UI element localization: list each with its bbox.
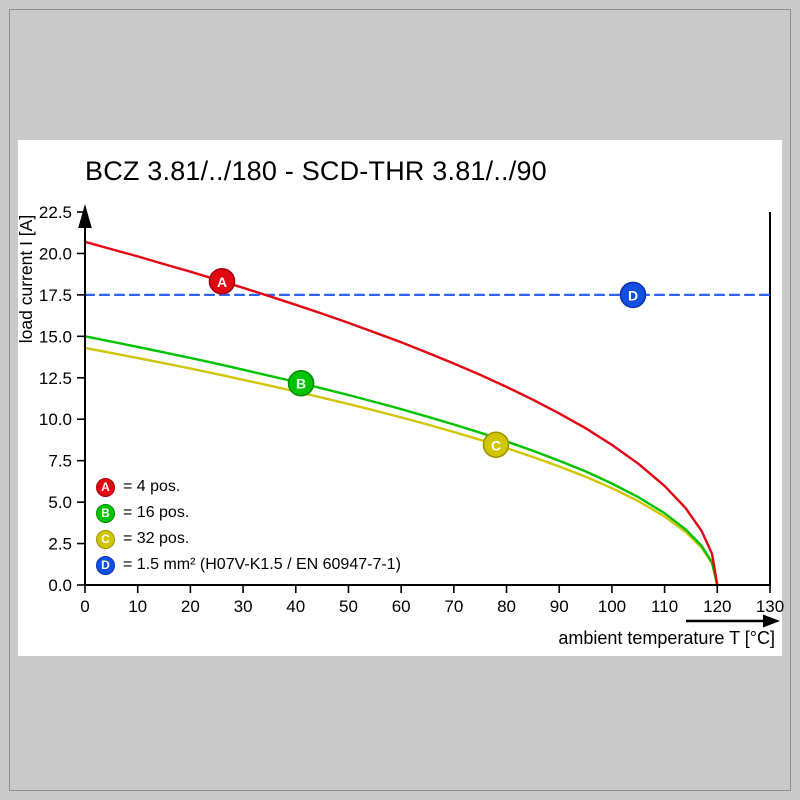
x-axis-label: ambient temperature T [°C]: [558, 628, 775, 648]
x-direction-arrowhead: [763, 614, 780, 628]
chart-panel: [18, 140, 782, 656]
legend-letter: C: [101, 532, 110, 546]
x-tick-label: 30: [234, 597, 253, 616]
x-tick-label: 20: [181, 597, 200, 616]
y-axis-arrowhead: [78, 204, 92, 228]
x-tick-label: 50: [339, 597, 358, 616]
x-tick-label: 60: [392, 597, 411, 616]
legend-item-4pos: A = 4 pos.: [96, 477, 401, 497]
marker-letter-c: C: [491, 437, 501, 453]
legend-label-4pos: = 4 pos.: [123, 478, 181, 495]
legend-label-wire: = 1.5 mm² (H07V-K1.5 / EN 60947-7-1): [123, 556, 401, 573]
marker-letter-d: D: [628, 287, 638, 303]
x-tick-label: 0: [80, 597, 89, 616]
y-tick-label: 7.5: [48, 452, 72, 471]
curve-a: [83, 240, 719, 587]
y-tick-label: 0.0: [48, 576, 72, 595]
legend-letter: A: [101, 480, 110, 494]
curve-b: [83, 335, 719, 587]
y-tick-label: 10.0: [39, 410, 72, 429]
marker-d: [619, 281, 647, 309]
x-tick-label: 80: [497, 597, 516, 616]
legend-label-32pos: = 32 pos.: [123, 530, 190, 547]
y-tick-label: 5.0: [48, 493, 72, 512]
marker-letter-b: B: [296, 376, 306, 392]
x-tick-label: 130: [756, 597, 784, 616]
marker-a: [208, 267, 236, 295]
x-tick-label: 40: [286, 597, 305, 616]
legend-item-32pos: C = 32 pos.: [96, 529, 401, 549]
legend-item-16pos: B = 16 pos.: [96, 503, 401, 523]
x-tick-label: 100: [598, 597, 626, 616]
x-tick-label: 110: [651, 597, 678, 616]
x-tick-label: 70: [444, 597, 463, 616]
legend-marker-a-icon: A: [96, 477, 115, 497]
y-axis-label: load current I [A]: [16, 214, 36, 344]
x-tick-label: 90: [550, 597, 569, 616]
y-tick-label: 20.0: [39, 244, 72, 263]
legend-letter: B: [101, 506, 110, 520]
y-tick-label: 17.5: [39, 286, 72, 305]
marker-c: [482, 431, 510, 459]
y-tick-label: 22.5: [39, 203, 72, 222]
legend-marker-c-icon: C: [96, 529, 115, 549]
x-tick-label: 120: [703, 597, 731, 616]
legend-marker-b-icon: B: [96, 503, 115, 523]
y-tick-label: 15.0: [39, 327, 72, 346]
chart-legend: A = 4 pos. B = 16 pos. C = 32 pos. D = 1…: [96, 477, 401, 575]
legend-marker-d-icon: D: [96, 555, 115, 575]
y-tick-label: 2.5: [48, 535, 72, 554]
y-tick-label: 12.5: [39, 369, 72, 388]
x-tick-label: 10: [128, 597, 147, 616]
marker-b: [287, 369, 315, 397]
legend-item-wire: D = 1.5 mm² (H07V-K1.5 / EN 60947-7-1): [96, 555, 401, 575]
legend-label-16pos: = 16 pos.: [123, 504, 190, 521]
legend-letter: D: [101, 558, 110, 572]
curve-c: [83, 346, 719, 587]
chart-title: BCZ 3.81/../180 - SCD-THR 3.81/../90: [85, 156, 547, 186]
marker-letter-a: A: [217, 274, 227, 290]
